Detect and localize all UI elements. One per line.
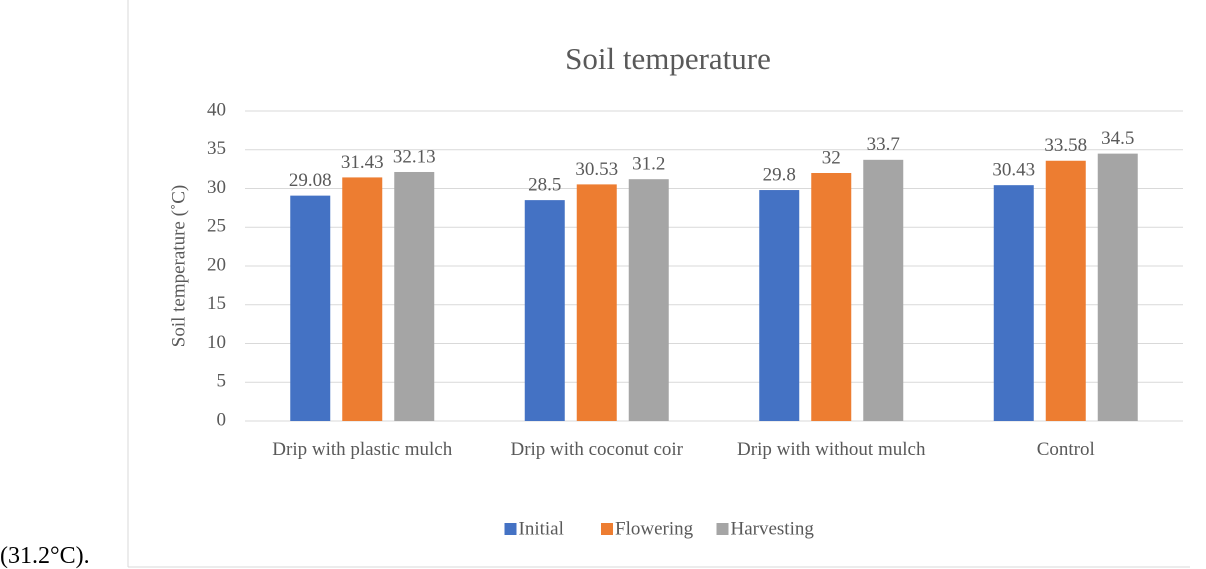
- y-axis-label: Soil temperature (˚C): [168, 185, 189, 348]
- y-tick-label: 15: [207, 293, 226, 314]
- bar: [863, 159, 904, 421]
- bar: [1097, 153, 1138, 421]
- bar: [811, 173, 852, 421]
- bar: [290, 195, 331, 421]
- data-label: 32: [822, 147, 841, 168]
- y-tick-label: 40: [207, 99, 226, 120]
- y-tick-label: 35: [207, 138, 226, 159]
- bar: [628, 179, 669, 421]
- data-label: 33.58: [1044, 135, 1087, 156]
- chart-title: Soil temperature: [565, 41, 771, 76]
- bar: [342, 177, 383, 421]
- y-tick-label: 10: [207, 332, 226, 353]
- bar: [1045, 160, 1086, 421]
- y-tick-label: 0: [217, 409, 227, 430]
- y-tick-label: 30: [207, 177, 226, 198]
- data-label: 32.13: [393, 146, 436, 167]
- data-label: 31.2: [632, 154, 665, 175]
- x-tick-label: Drip with plastic mulch: [272, 439, 453, 460]
- bar: [759, 190, 800, 421]
- legend-swatch: [601, 523, 613, 535]
- data-label: 34.5: [1101, 128, 1134, 149]
- data-label: 29.8: [763, 164, 796, 185]
- legend-swatch: [504, 523, 517, 535]
- x-tick-label: Drip with without mulch: [737, 439, 926, 460]
- data-label: 30.43: [992, 160, 1035, 181]
- data-label: 31.43: [341, 152, 384, 173]
- y-tick-label: 5: [217, 371, 227, 392]
- text-fragment: (31.2°C).: [0, 543, 90, 569]
- x-tick-label: Control: [1036, 439, 1095, 460]
- y-tick-label: 20: [207, 254, 226, 275]
- legend-label: Initial: [519, 518, 564, 539]
- legend-label: Harvesting: [731, 518, 815, 539]
- bar: [394, 171, 435, 421]
- x-tick-label: Drip with coconut coir: [510, 439, 684, 460]
- bar: [524, 200, 565, 421]
- data-label: 33.7: [867, 134, 900, 155]
- y-tick-label: 25: [207, 216, 226, 237]
- bar: [993, 185, 1034, 421]
- data-label: 29.08: [289, 170, 332, 191]
- data-label: 30.53: [575, 159, 618, 180]
- bar: [576, 184, 617, 421]
- legend-label: Flowering: [615, 518, 694, 539]
- legend-swatch: [716, 523, 729, 535]
- data-label: 28.5: [528, 174, 561, 195]
